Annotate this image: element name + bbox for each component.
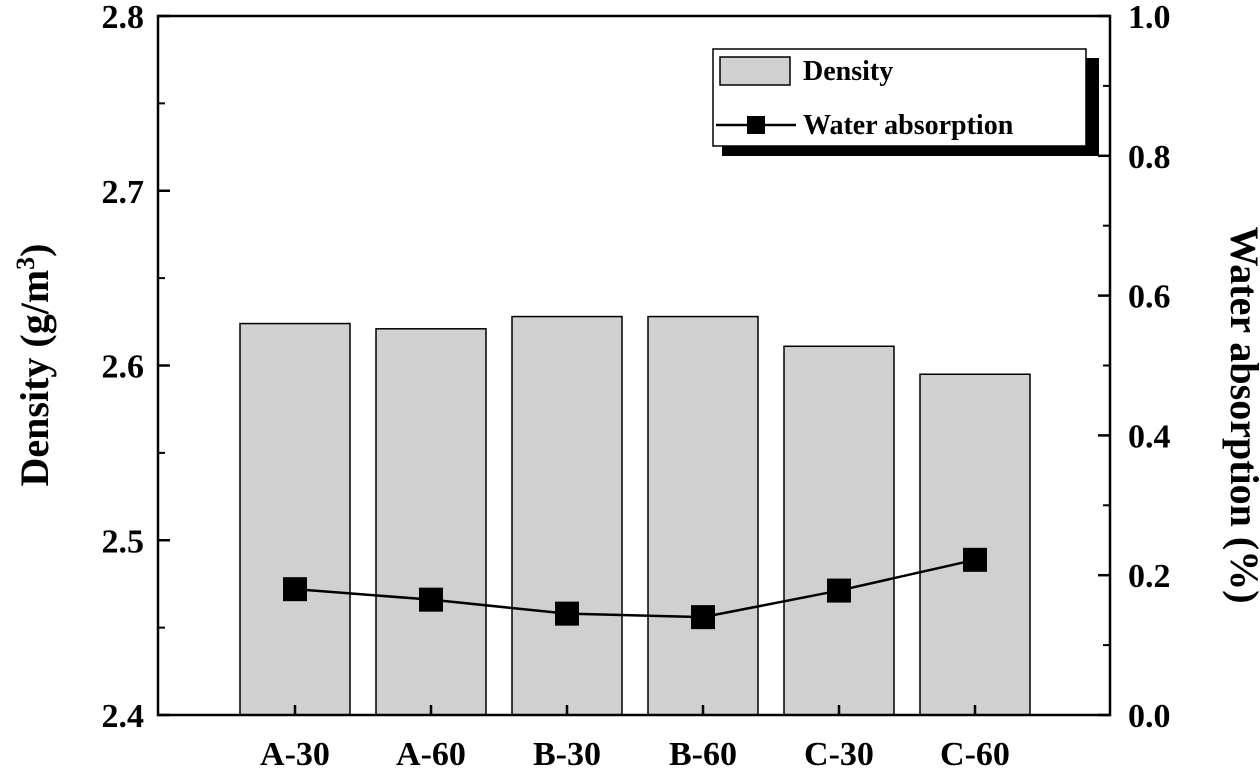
x-tick-label-a-30: A-30 [260, 736, 330, 773]
water-absorption-point-b-60 [691, 605, 715, 630]
water-absorption-point-a-30 [283, 577, 307, 602]
x-tick-label-c-60: C-60 [940, 736, 1010, 773]
left-tick-label: 2.4 [102, 698, 145, 735]
left-tick-label: 2.8 [102, 0, 145, 36]
x-tick-label-b-60: B-60 [669, 736, 737, 773]
right-tick-label: 0.6 [1128, 279, 1171, 316]
density-bar-a-60 [375, 328, 487, 716]
left-tick-label: 2.7 [102, 174, 145, 211]
legend-density-swatch [719, 56, 791, 86]
water-absorption-point-a-60 [419, 587, 443, 612]
right-axis-ticks: 0.0 0.2 0.4 0.6 0.8 1.0 [1098, 0, 1171, 735]
right-tick-label: 0.0 [1128, 698, 1171, 735]
right-tick-label: 0.8 [1128, 139, 1171, 176]
water-absorption-series [283, 547, 987, 630]
density-bar-c-60 [919, 373, 1031, 716]
x-tick-label-c-30: C-30 [804, 736, 874, 773]
density-bar-b-60 [647, 315, 759, 716]
right-tick-label: 0.2 [1128, 558, 1171, 595]
right-axis-title: Water absorption (%) [1222, 226, 1260, 603]
density-bar-a-30 [239, 322, 351, 716]
left-axis-ticks: 2.4 2.5 2.6 2.7 2.8 [102, 0, 170, 735]
water-absorption-point-c-60 [963, 547, 987, 572]
left-tick-label: 2.6 [102, 349, 145, 386]
x-axis-ticks: A-30 A-60 B-30 B-60 C-30 C-60 [260, 705, 1010, 773]
density-bar-b-30 [511, 315, 623, 716]
legend-density-label: Density [803, 56, 893, 87]
right-tick-label: 0.4 [1128, 418, 1171, 455]
water-absorption-point-b-30 [555, 601, 579, 626]
water-absorption-line [294, 558, 976, 619]
legend-water-marker [747, 116, 765, 134]
x-tick-label-a-60: A-60 [396, 736, 466, 773]
water-absorption-point-c-30 [827, 578, 851, 603]
legend: Density Water absorption [712, 48, 1099, 156]
legend-water-label: Water absorption [803, 110, 1014, 141]
x-tick-label-b-30: B-30 [533, 736, 601, 773]
right-tick-label: 1.0 [1128, 0, 1171, 36]
density-bars [239, 315, 1031, 716]
density-bar-c-30 [783, 345, 895, 716]
left-tick-label: 2.5 [102, 523, 145, 560]
left-axis-title: Density (g/m3) [11, 244, 58, 487]
